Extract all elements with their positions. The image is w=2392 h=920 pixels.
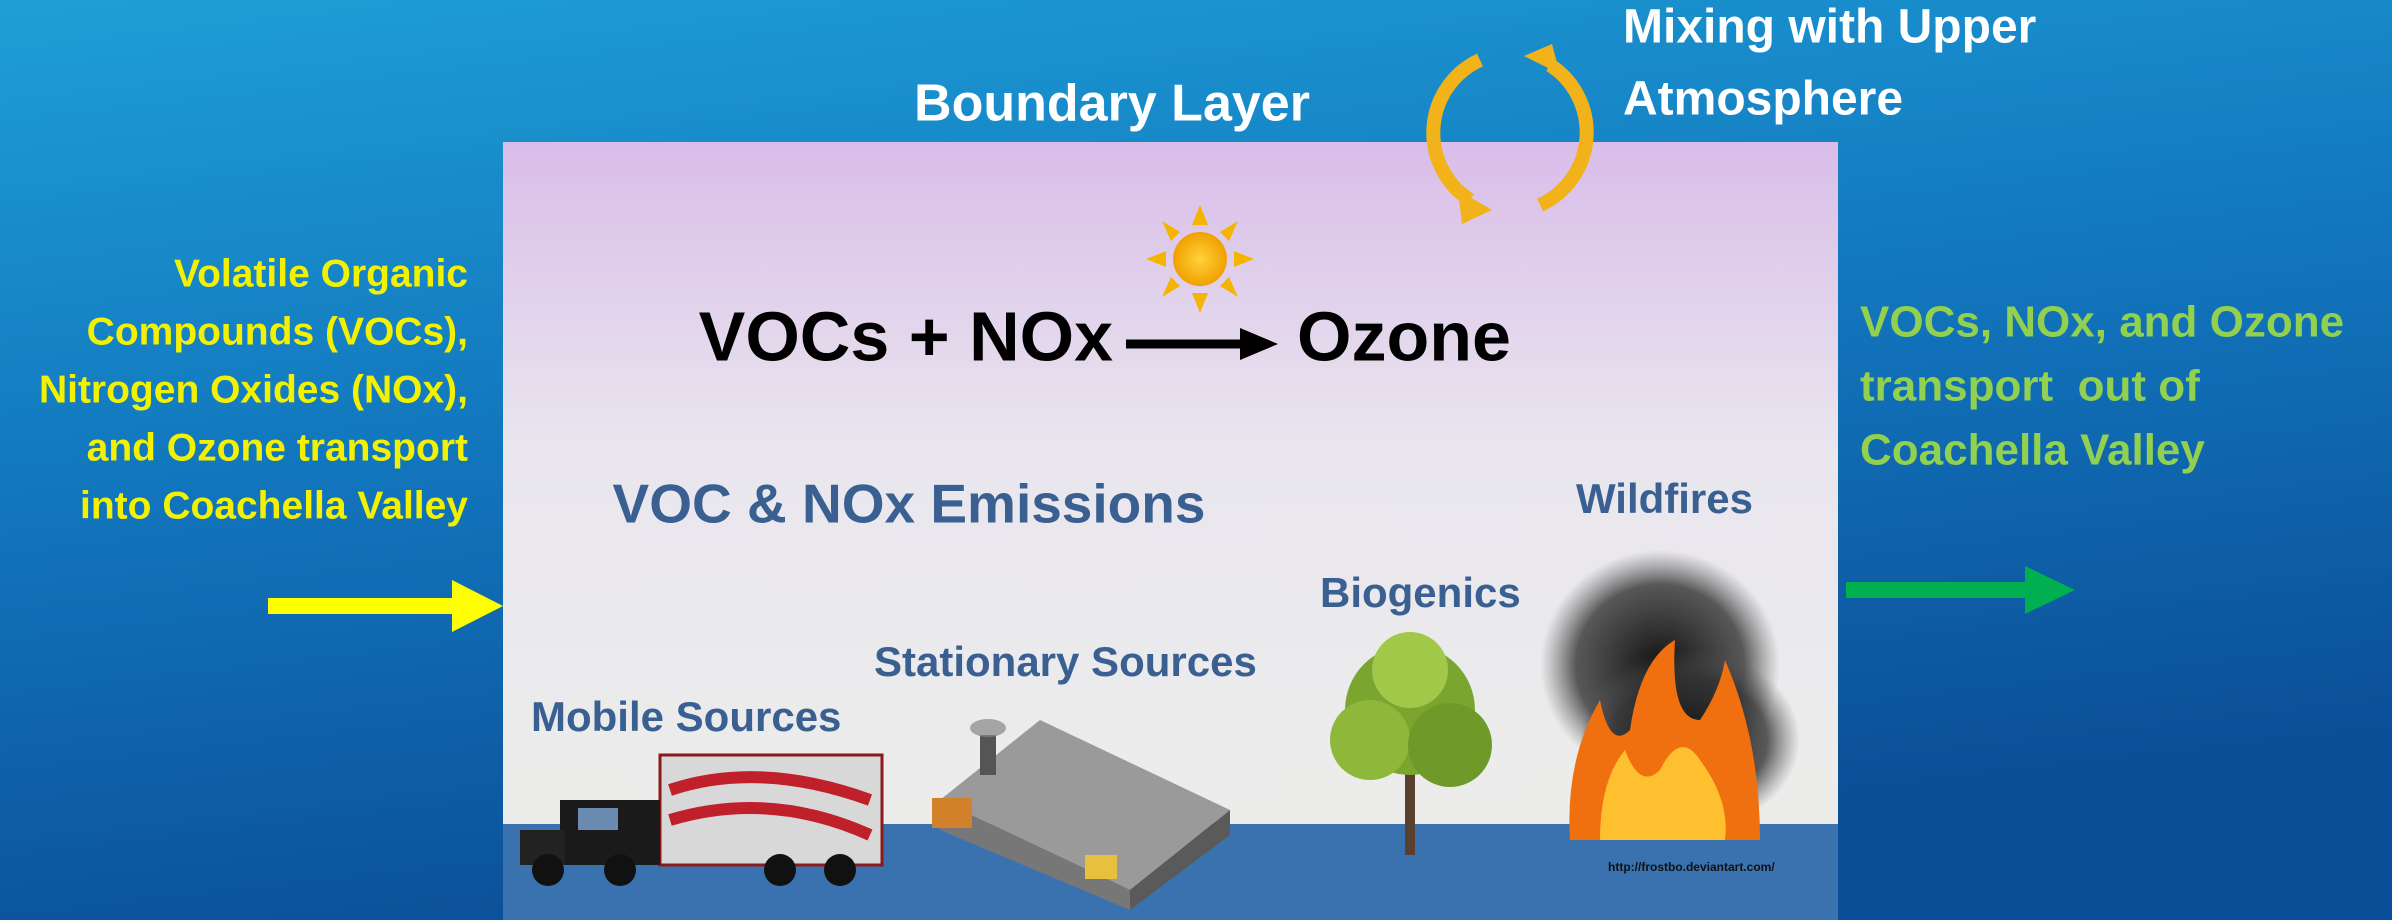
diagram: Boundary Layer Mixing with Upper Atmosph… — [0, 0, 2392, 920]
source-label: Stationary Sources — [874, 638, 1257, 685]
mixing-label: Mixing with Upper — [1623, 1, 2036, 54]
source-label: Wildfires — [1576, 475, 1753, 522]
outflow-arrow — [1846, 582, 2031, 598]
source-label: Mobile Sources — [531, 693, 841, 740]
source-label: Biogenics — [1320, 569, 1521, 616]
image-credit: http://frostbo.deviantart.com/ — [1608, 860, 1775, 874]
mixing-label: Atmosphere — [1623, 73, 1903, 126]
outflow-label: transport out of — [1860, 362, 2200, 411]
reaction-reactants: VOCs + NOx — [699, 297, 1113, 375]
boundary-layer-label: Boundary Layer — [914, 75, 1310, 133]
inflow-label: Volatile Organic — [174, 252, 468, 295]
page: Boundary Layer Mixing with Upper Atmosph… — [0, 0, 2392, 920]
sun — [1146, 205, 1254, 313]
inflow-label: and Ozone transport — [87, 426, 468, 469]
outflow-label: VOCs, NOx, and Ozone — [1860, 298, 2344, 347]
inflow-label: Compounds (VOCs), — [87, 310, 468, 353]
inflow-arrow — [268, 598, 458, 614]
reaction-product: Ozone — [1297, 297, 1511, 375]
emissions-title: VOC & NOx Emissions — [613, 473, 1206, 535]
inflow-label: Nitrogen Oxides (NOx), — [39, 368, 468, 411]
inflow-label: into Coachella Valley — [80, 484, 468, 527]
outflow-label: Coachella Valley — [1860, 426, 2205, 475]
